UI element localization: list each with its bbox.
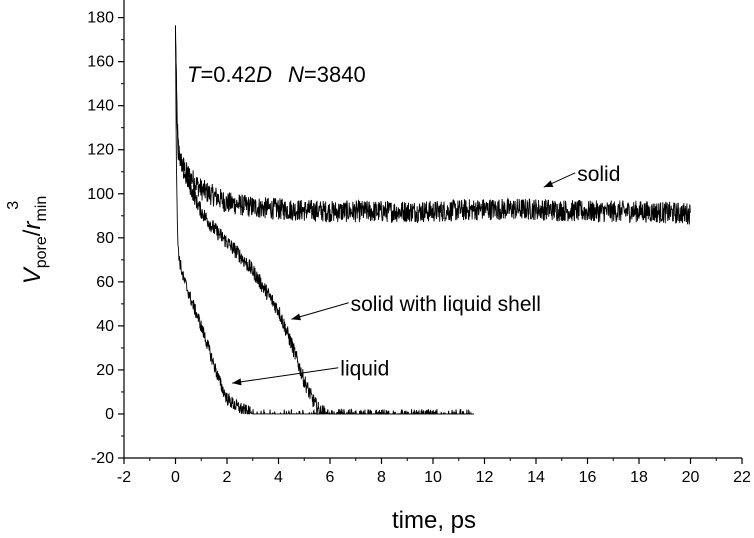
x-tick-label: 20 xyxy=(682,469,700,486)
annotation-arrow-line xyxy=(232,367,339,384)
y-axis-ticks: -20 0 20 40 60 80 100 120 140 160 180 xyxy=(87,10,124,467)
y-tick-label: 0 xyxy=(105,406,114,423)
params-annotation: T=0.42D N=3840 xyxy=(187,62,366,87)
series-line xyxy=(175,36,474,416)
x-tick-label: 6 xyxy=(326,469,335,486)
y-tick-label: 20 xyxy=(96,362,114,379)
x-tick-label: 18 xyxy=(630,469,648,486)
x-tick-label: 4 xyxy=(274,469,283,486)
y-tick-label: 40 xyxy=(96,318,114,335)
y-tick-label: 100 xyxy=(87,186,114,203)
x-tick-label: 2 xyxy=(223,469,232,486)
annotation-label: liquid xyxy=(340,358,389,381)
series-lines xyxy=(175,25,691,416)
annotation-arrow-line xyxy=(291,302,349,320)
x-tick-label: -2 xyxy=(117,469,131,486)
y-tick-label: 80 xyxy=(96,230,114,247)
x-tick-label: 16 xyxy=(579,469,597,486)
annotations: solid solid with liquid shell liquid xyxy=(232,163,620,386)
annotation-label: solid with liquid shell xyxy=(351,293,541,316)
y-tick-label: 120 xyxy=(87,142,114,159)
annotation-label: solid xyxy=(577,163,620,186)
y-tick-label: -20 xyxy=(91,450,114,467)
y-tick-label: 60 xyxy=(96,274,114,291)
y-tick-label: 180 xyxy=(87,10,114,27)
series-line xyxy=(175,25,691,225)
x-tick-label: 10 xyxy=(424,469,442,486)
y-axis-label: Vpore/rmin3 xyxy=(5,196,50,285)
series-line xyxy=(175,27,474,415)
x-tick-label: 0 xyxy=(171,469,180,486)
x-tick-label: 12 xyxy=(476,469,494,486)
y-tick-label: 140 xyxy=(87,98,114,115)
annotation-arrowhead xyxy=(291,313,301,321)
x-tick-label: 14 xyxy=(527,469,545,486)
x-axis-ticks: -2 0 2 4 6 8 10 12 14 16 18 20 22 xyxy=(117,458,751,486)
x-tick-label: 22 xyxy=(733,469,751,486)
y-tick-label: 160 xyxy=(87,54,114,71)
x-tick-label: 8 xyxy=(377,469,386,486)
x-axis-label: time, ps xyxy=(392,507,476,534)
annotation-arrowhead xyxy=(232,378,242,386)
annotation-arrowhead xyxy=(543,180,554,188)
svg-text:Vpore/rmin3: Vpore/rmin3 xyxy=(5,196,50,285)
